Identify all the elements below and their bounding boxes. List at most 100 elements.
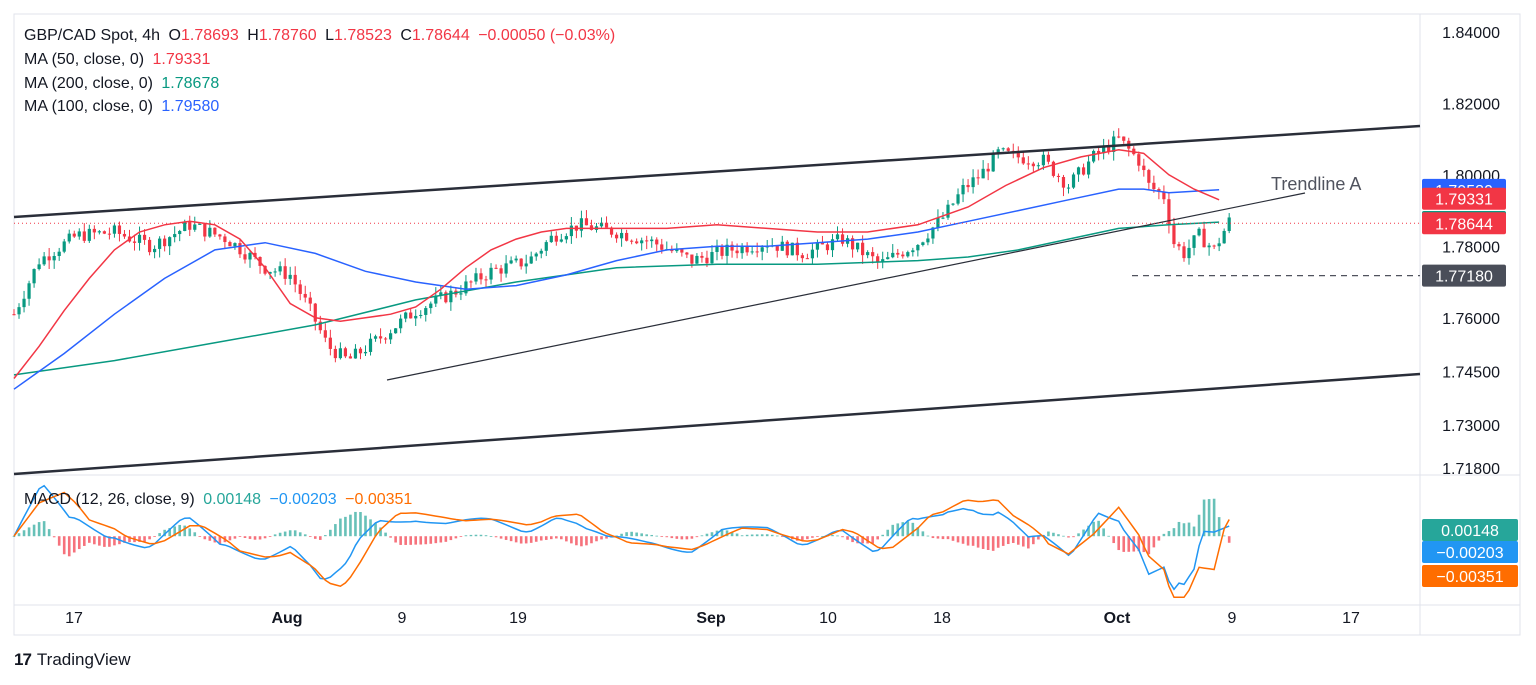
candle-body: [730, 244, 734, 251]
candle-body: [986, 168, 990, 172]
macd-histogram-bar: [770, 534, 774, 537]
candle-body: [1016, 151, 1020, 158]
ma200-value: 1.78678: [161, 75, 220, 92]
macd-histogram-bar: [1122, 536, 1126, 552]
candle-body: [1162, 191, 1166, 200]
macd-histogram-bar: [1157, 536, 1161, 541]
candle-body: [1207, 245, 1211, 248]
macd-histogram-bar: [394, 536, 397, 543]
candle-body: [419, 314, 423, 316]
macd-histogram-bar: [695, 536, 699, 538]
ohlc-close: 1.78644: [411, 27, 470, 44]
macd-histogram-bar: [1117, 536, 1121, 551]
candle-body: [434, 295, 438, 304]
macd-histogram-bar: [700, 535, 704, 537]
macd-histogram-bar: [374, 523, 377, 537]
macd-histogram-bar: [499, 536, 503, 539]
candle-body: [604, 222, 609, 228]
x-tick-label: 10: [819, 610, 837, 627]
candle-body: [494, 267, 498, 269]
candle-body: [680, 249, 684, 253]
candle-body: [399, 318, 403, 329]
y-tick-label: 1.76000: [1442, 311, 1500, 328]
macd-histogram-bar: [725, 530, 729, 537]
macd-histogram-bar: [1202, 499, 1206, 537]
macd-histogram-bar: [921, 531, 925, 537]
candle-body: [288, 274, 292, 279]
macd-histogram-bar: [404, 536, 407, 545]
candle-body: [810, 249, 815, 259]
macd-histogram-bar: [444, 536, 448, 542]
trendline-a: [386, 192, 1306, 381]
candle-body: [896, 252, 900, 255]
macd-histogram-bar: [1197, 514, 1201, 537]
candle-body: [1122, 136, 1126, 141]
candle-body: [660, 244, 664, 250]
macd-histogram-bar: [238, 536, 242, 538]
candle-body: [323, 330, 327, 338]
candle-body: [509, 260, 513, 264]
candle-body: [479, 273, 483, 280]
macd-histogram-bar: [1037, 536, 1040, 540]
candle-body: [137, 234, 142, 243]
candle-body: [363, 351, 368, 354]
macd-histogram-bar: [12, 536, 16, 538]
brand-name: TradingView: [36, 650, 131, 669]
macd-histogram-bar: [123, 536, 126, 543]
candle-body: [333, 348, 337, 359]
macd-histogram-bar: [32, 524, 36, 537]
macd-histogram-bar: [263, 536, 267, 539]
macd-histogram-bar: [1082, 529, 1085, 537]
macd-histogram-bar: [218, 536, 222, 545]
candle-body: [886, 257, 890, 260]
candle-body: [112, 225, 117, 234]
macd-histogram-bar: [1182, 523, 1186, 537]
macd-histogram-bar: [419, 536, 423, 545]
candle-body: [1092, 150, 1096, 162]
candle-body: [223, 236, 227, 243]
macd-histogram-bar: [103, 536, 106, 547]
macd-histogram-bar: [1217, 517, 1221, 537]
candle-body: [534, 253, 538, 257]
candle-body: [1051, 161, 1056, 176]
macd-histogram-bar: [344, 516, 347, 537]
macd-histogram-bar: [1227, 536, 1231, 543]
candle-body: [871, 252, 875, 257]
candle-body: [991, 152, 995, 172]
chart-svg[interactable]: 1.840001.820001.800001.780001.760001.745…: [0, 0, 1536, 640]
candle-body: [122, 233, 127, 237]
macd-histogram-bar: [765, 534, 769, 537]
candle-body: [856, 242, 860, 250]
brand[interactable]: 17 TradingView: [14, 650, 130, 670]
candle-body: [1076, 167, 1081, 175]
candle-body: [750, 251, 754, 253]
ohlc-open: 1.78693: [180, 27, 239, 44]
macd-histogram-bar: [821, 536, 824, 537]
candle-body: [198, 223, 202, 225]
ma100-line: [13, 188, 1220, 390]
candle-body: [218, 234, 222, 237]
macd-histogram-bar: [881, 534, 885, 537]
macd-histogram-bar: [635, 532, 638, 537]
candle-body: [238, 243, 242, 255]
y-tick-label: 1.84000: [1442, 25, 1500, 42]
candle-body: [253, 252, 257, 258]
macd-histogram-bar: [891, 524, 895, 537]
candle-body: [183, 222, 187, 232]
macd-histogram-bar: [856, 536, 859, 544]
macd-histogram-bar: [720, 528, 724, 537]
macd-histogram-bar: [524, 536, 528, 544]
macd-histogram-bar: [1187, 522, 1191, 537]
macd-histogram-bar: [47, 529, 51, 537]
macd-histogram-bar: [93, 536, 96, 545]
macd-histogram-bar: [745, 534, 749, 537]
macd-histogram-bar: [313, 536, 317, 539]
candle-body: [368, 338, 373, 352]
macd-histogram-bar: [354, 511, 357, 537]
candle-body: [780, 241, 784, 251]
macd-histogram-bar: [961, 536, 965, 544]
candle-body: [1112, 136, 1116, 152]
candle-body: [469, 281, 473, 283]
macd-histogram-bar: [399, 536, 402, 545]
candle-body: [559, 239, 563, 242]
